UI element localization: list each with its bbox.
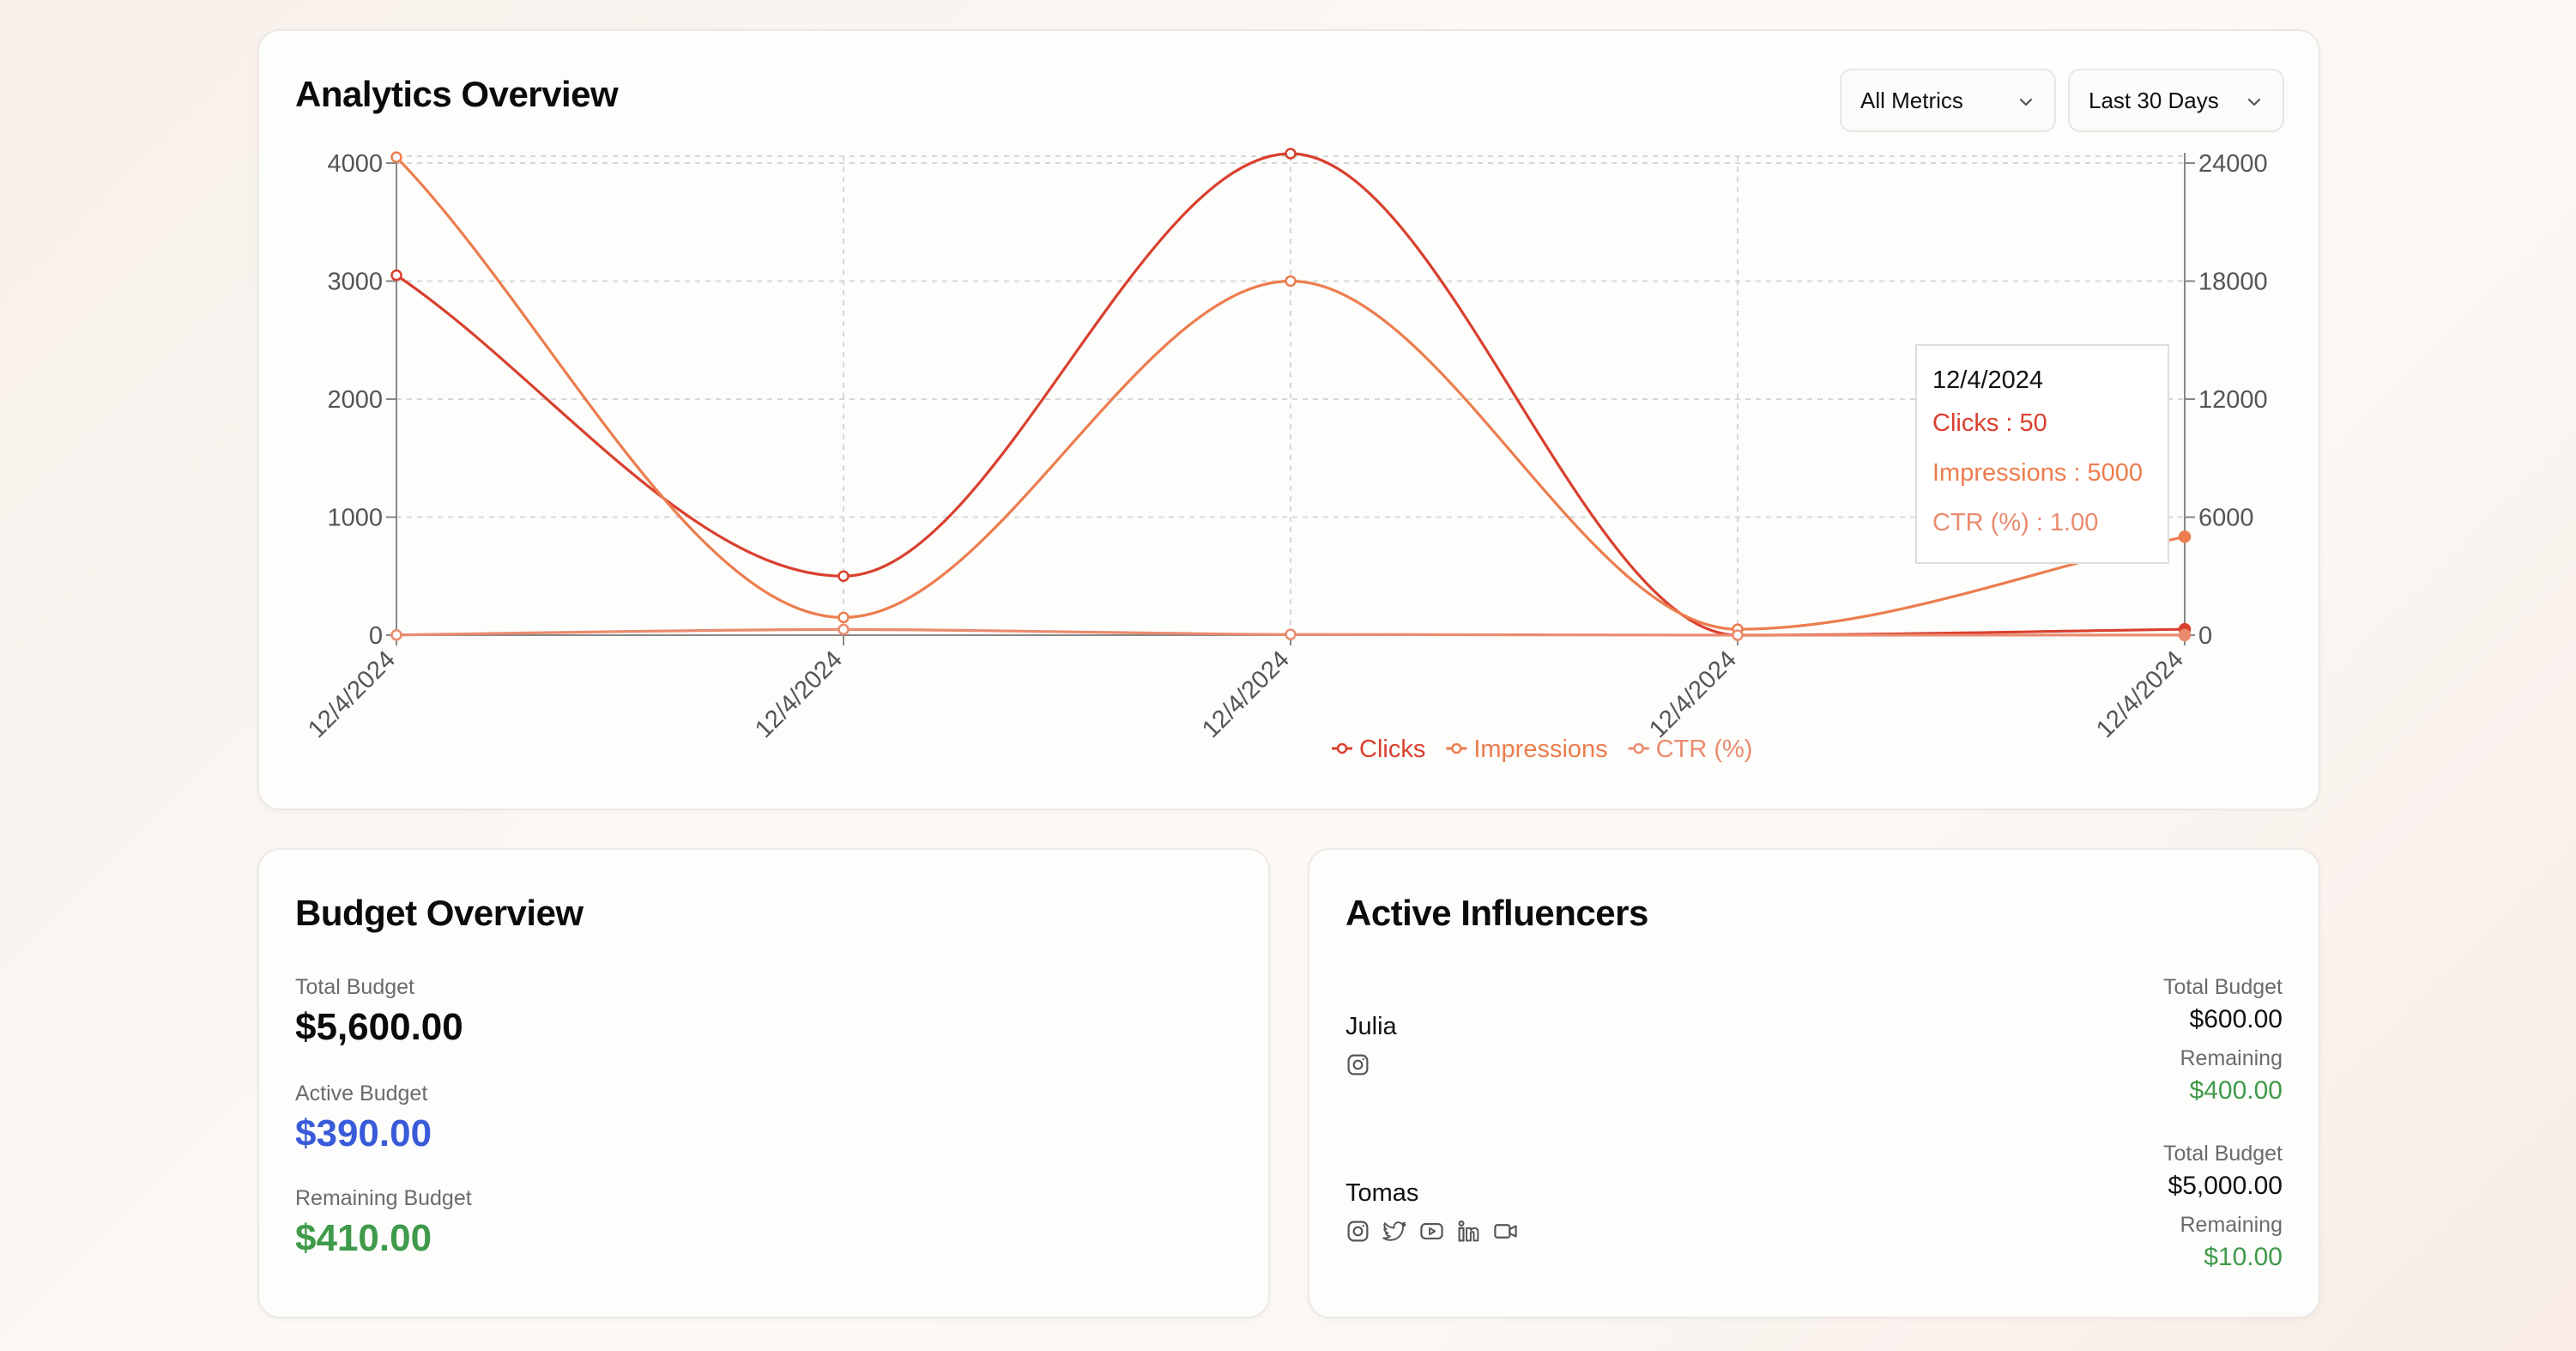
x-tick-label: 12/4/2024 bbox=[1197, 645, 1295, 743]
twitter-icon[interactable] bbox=[1382, 1219, 1407, 1244]
chart-series bbox=[390, 148, 2192, 642]
y-right-tick-label: 0 bbox=[2198, 622, 2212, 650]
data-point-ctr bbox=[390, 628, 402, 641]
legend-label-clicks: Clicks bbox=[1359, 736, 1425, 763]
legend-label-impressions: Impressions bbox=[1473, 736, 1607, 763]
analytics-title: Analytics Overview bbox=[295, 74, 619, 114]
y-left-tick-label: 3000 bbox=[327, 269, 383, 296]
legend-marker-ctr bbox=[1633, 742, 1644, 754]
y-right-tick-label: 6000 bbox=[2198, 505, 2254, 532]
data-point-ctr bbox=[838, 623, 850, 636]
data-point-clicks bbox=[1285, 148, 1297, 160]
data-point-clicks bbox=[838, 570, 850, 582]
influencer-total-value: $5,000.00 bbox=[2168, 1172, 2283, 1200]
influencer-remaining-label: Remaining bbox=[2180, 1213, 2283, 1237]
instagram-icon[interactable] bbox=[1345, 1052, 1370, 1077]
influencer-socials bbox=[1345, 1219, 1518, 1244]
metric-select-value: All Metrics bbox=[1860, 87, 1963, 113]
influencer-remaining-value: $10.00 bbox=[2204, 1243, 2283, 1271]
youtube-icon[interactable] bbox=[1419, 1219, 1444, 1244]
legend-marker-impressions bbox=[1451, 742, 1462, 754]
budget-overview-card: Budget Overview Total Budget $5,600.00 A… bbox=[257, 848, 1270, 1318]
analytics-overview-card: Analytics Overview All Metrics Last 30 D… bbox=[257, 29, 2320, 810]
chevron-down-icon bbox=[2019, 98, 2033, 106]
influencer-budget: Total Budget $600.00 Remaining $400.00 bbox=[2163, 975, 2283, 1106]
data-point-ctr bbox=[1732, 629, 1744, 641]
active-influencers-card: Active Influencers Julia Total Budget $6… bbox=[1308, 848, 2320, 1318]
influencer-remaining-value: $400.00 bbox=[2189, 1076, 2283, 1105]
linkedin-icon[interactable] bbox=[1456, 1219, 1481, 1244]
instagram-icon[interactable] bbox=[1345, 1219, 1370, 1244]
data-point-ctr bbox=[2178, 628, 2192, 642]
data-point-impressions bbox=[2178, 530, 2192, 543]
legend-label-ctr: CTR (%) bbox=[1656, 736, 1753, 763]
tooltip-ctr: CTR (%) : 1.00 bbox=[1932, 509, 2098, 536]
influencer-name: Tomas bbox=[1345, 1179, 1419, 1207]
video-icon[interactable] bbox=[1493, 1219, 1518, 1244]
influencers-title: Active Influencers bbox=[1345, 893, 1648, 933]
total-budget-label: Total Budget bbox=[295, 975, 414, 999]
influencer-total-label: Total Budget bbox=[2163, 1142, 2283, 1166]
chart-legend: Clicks Impressions CTR (%) bbox=[1332, 736, 1752, 763]
y-left-tick-label: 0 bbox=[369, 622, 383, 650]
legend-marker-clicks bbox=[1336, 742, 1348, 754]
x-tick-label: 12/4/2024 bbox=[1644, 645, 1742, 743]
tooltip-impressions: Impressions : 5000 bbox=[1932, 459, 2143, 487]
chevron-down-icon bbox=[2247, 98, 2261, 106]
y-right-tick-label: 18000 bbox=[2198, 269, 2268, 296]
series-line-impressions bbox=[395, 156, 2186, 631]
x-tick-label: 12/4/2024 bbox=[750, 645, 848, 743]
x-tick-label: 12/4/2024 bbox=[2091, 645, 2189, 743]
remaining-budget-value: $410.00 bbox=[295, 1217, 432, 1259]
influencer-total-value: $600.00 bbox=[2189, 1005, 2283, 1033]
chart-tooltip: 12/4/2024 Clicks : 50 Impressions : 5000… bbox=[1915, 344, 2169, 564]
influencer-total-label: Total Budget bbox=[2163, 975, 2283, 999]
data-point-impressions bbox=[1285, 275, 1297, 288]
influencer-socials bbox=[1345, 1052, 1370, 1077]
tooltip-clicks: Clicks : 50 bbox=[1932, 409, 2047, 437]
tooltip-date: 12/4/2024 bbox=[1932, 367, 2043, 394]
influencer-remaining-label: Remaining bbox=[2180, 1046, 2283, 1070]
y-left-tick-label: 2000 bbox=[327, 386, 383, 414]
y-left-tick-label: 4000 bbox=[327, 150, 383, 178]
y-right-tick-label: 24000 bbox=[2198, 150, 2268, 178]
y-right-tick-label: 12000 bbox=[2198, 386, 2268, 414]
active-budget-label: Active Budget bbox=[295, 1081, 428, 1106]
date-range-select-value: Last 30 Days bbox=[2089, 87, 2219, 113]
data-point-impressions bbox=[390, 151, 402, 163]
budget-title: Budget Overview bbox=[295, 893, 584, 933]
influencer-name: Julia bbox=[1345, 1013, 1397, 1040]
x-tick-label: 12/4/2024 bbox=[303, 645, 401, 743]
metric-select[interactable]: All Metrics bbox=[1840, 69, 2056, 132]
active-budget-value: $390.00 bbox=[295, 1112, 432, 1154]
data-point-impressions bbox=[838, 611, 850, 624]
data-point-clicks bbox=[390, 269, 402, 282]
remaining-budget-label: Remaining Budget bbox=[295, 1186, 472, 1210]
y-left-tick-label: 1000 bbox=[327, 505, 383, 532]
influencer-budget: Total Budget $5,000.00 Remaining $10.00 bbox=[2163, 1142, 2283, 1272]
date-range-select[interactable]: Last 30 Days bbox=[2068, 69, 2284, 132]
total-budget-value: $5,600.00 bbox=[295, 1006, 463, 1048]
data-point-ctr bbox=[1285, 628, 1297, 640]
analytics-line-chart: 0 0 1000 6000 2000 12000 3000 18000 4000 24000 12/… bbox=[303, 148, 2268, 763]
